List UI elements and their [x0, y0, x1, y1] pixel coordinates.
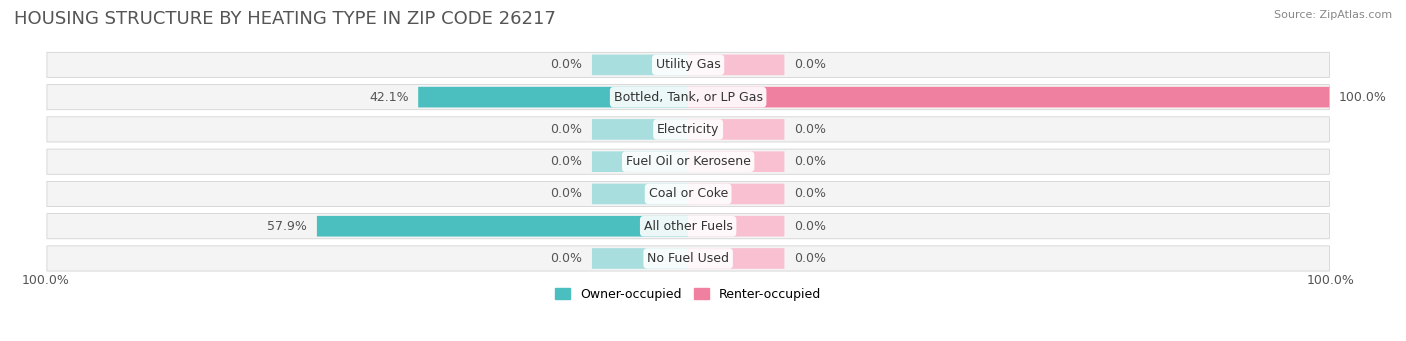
- FancyBboxPatch shape: [592, 248, 688, 269]
- Text: 0.0%: 0.0%: [550, 155, 582, 168]
- FancyBboxPatch shape: [316, 216, 688, 237]
- FancyBboxPatch shape: [46, 52, 1329, 77]
- FancyBboxPatch shape: [688, 248, 785, 269]
- FancyBboxPatch shape: [592, 55, 688, 75]
- Text: No Fuel Used: No Fuel Used: [647, 252, 730, 265]
- FancyBboxPatch shape: [46, 149, 1329, 174]
- Text: Source: ZipAtlas.com: Source: ZipAtlas.com: [1274, 10, 1392, 20]
- FancyBboxPatch shape: [46, 246, 1329, 271]
- FancyBboxPatch shape: [592, 151, 688, 172]
- Text: Fuel Oil or Kerosene: Fuel Oil or Kerosene: [626, 155, 751, 168]
- Text: Bottled, Tank, or LP Gas: Bottled, Tank, or LP Gas: [613, 91, 762, 104]
- FancyBboxPatch shape: [688, 151, 785, 172]
- FancyBboxPatch shape: [688, 119, 785, 140]
- FancyBboxPatch shape: [46, 117, 1329, 142]
- FancyBboxPatch shape: [688, 183, 785, 204]
- FancyBboxPatch shape: [688, 216, 785, 237]
- Text: 0.0%: 0.0%: [550, 252, 582, 265]
- FancyBboxPatch shape: [688, 87, 1329, 107]
- FancyBboxPatch shape: [46, 85, 1329, 110]
- Text: 0.0%: 0.0%: [794, 188, 825, 201]
- Text: 100.0%: 100.0%: [1308, 274, 1355, 287]
- FancyBboxPatch shape: [418, 87, 688, 107]
- FancyBboxPatch shape: [688, 55, 785, 75]
- Legend: Owner-occupied, Renter-occupied: Owner-occupied, Renter-occupied: [550, 283, 827, 306]
- Text: Coal or Coke: Coal or Coke: [648, 188, 728, 201]
- Text: 0.0%: 0.0%: [794, 155, 825, 168]
- Text: 0.0%: 0.0%: [550, 188, 582, 201]
- Text: 42.1%: 42.1%: [368, 91, 409, 104]
- FancyBboxPatch shape: [46, 181, 1329, 207]
- Text: 0.0%: 0.0%: [794, 220, 825, 233]
- Text: 0.0%: 0.0%: [794, 58, 825, 71]
- Text: All other Fuels: All other Fuels: [644, 220, 733, 233]
- Text: 0.0%: 0.0%: [550, 58, 582, 71]
- FancyBboxPatch shape: [46, 213, 1329, 239]
- Text: 0.0%: 0.0%: [550, 123, 582, 136]
- Text: 0.0%: 0.0%: [794, 252, 825, 265]
- Text: Utility Gas: Utility Gas: [655, 58, 720, 71]
- Text: 100.0%: 100.0%: [21, 274, 69, 287]
- Text: 100.0%: 100.0%: [1339, 91, 1386, 104]
- Text: HOUSING STRUCTURE BY HEATING TYPE IN ZIP CODE 26217: HOUSING STRUCTURE BY HEATING TYPE IN ZIP…: [14, 10, 555, 28]
- FancyBboxPatch shape: [592, 183, 688, 204]
- Text: Electricity: Electricity: [657, 123, 720, 136]
- FancyBboxPatch shape: [592, 119, 688, 140]
- Text: 57.9%: 57.9%: [267, 220, 308, 233]
- Text: 0.0%: 0.0%: [794, 123, 825, 136]
